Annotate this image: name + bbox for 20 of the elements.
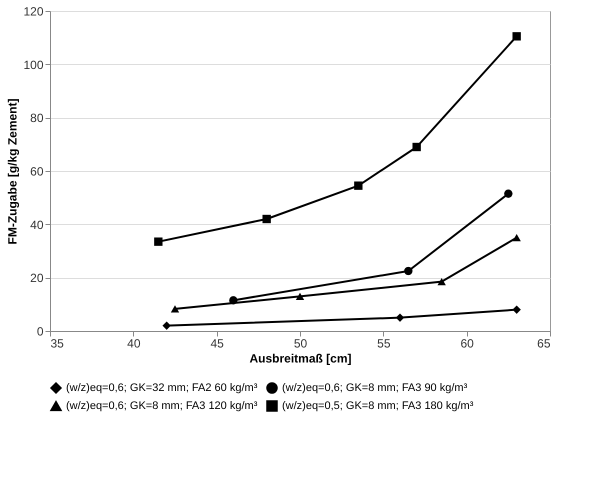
y-tick-label: 100 <box>23 58 44 72</box>
y-tick-label: 120 <box>23 4 44 18</box>
x-tick-label: 40 <box>127 336 141 350</box>
x-tick-label: 45 <box>210 336 224 350</box>
x-tick-label: 60 <box>460 336 474 350</box>
legend-label: (w/z)eq=0,6; GK=8 mm; FA3 90 kg/m³ <box>282 382 468 394</box>
y-tick-label: 20 <box>30 271 44 286</box>
x-axis-title: Ausbreitmaß [cm] <box>249 352 352 366</box>
y-tick-label: 60 <box>30 164 44 178</box>
legend-label: (w/z)eq=0,6; GK=8 mm; FA3 120 kg/m³ <box>66 400 258 412</box>
x-tick-label: 65 <box>537 336 551 350</box>
y-axis-title: FM-Zugabe [g/kg Zement] <box>5 98 20 244</box>
y-tick-label: 80 <box>30 111 44 126</box>
y-tick-label: 0 <box>36 324 44 338</box>
x-tick-label: 50 <box>294 336 308 350</box>
x-tick-label: 55 <box>377 336 391 350</box>
legend-label: (w/z)eq=0,6; GK=32 mm; FA2 60 kg/m³ <box>66 382 258 394</box>
legend-label: (w/z)eq=0,5; GK=8 mm; FA3 180 kg/m³ <box>282 400 474 412</box>
x-tick-label: 35 <box>50 336 64 350</box>
y-tick-label: 40 <box>30 218 44 232</box>
